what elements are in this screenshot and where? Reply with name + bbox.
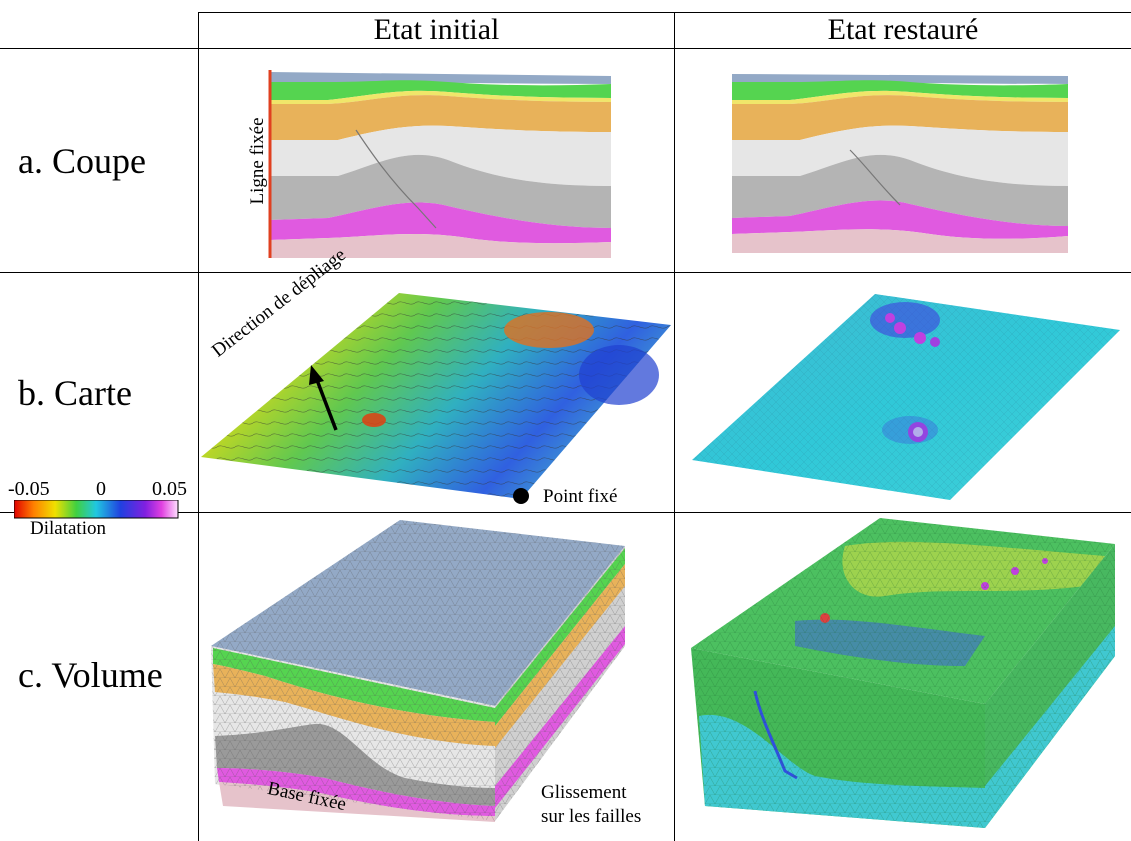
fault-slip-label-1: Glissement <box>541 782 627 803</box>
grid-line-row1 <box>0 272 1131 273</box>
fixed-point-label: Point fixé <box>543 486 618 507</box>
grid-line-header <box>0 48 1131 49</box>
colorbar-mid-label: 0 <box>96 478 106 500</box>
row-label-volume: c. Volume <box>18 655 163 695</box>
column-header-restored: Etat restauré <box>827 13 979 46</box>
row-label-carte: b. Carte <box>18 373 132 413</box>
grid-line-top <box>198 12 1131 13</box>
colorbar-title: Dilatation <box>30 518 106 539</box>
fixed-line-label: Ligne fixée <box>247 117 268 205</box>
volume-restored <box>691 518 1115 828</box>
fault-slip-label-2: sur les failles <box>541 806 642 827</box>
column-header-initial: Etat initial <box>373 13 500 46</box>
colorbar-max-label: 0.05 <box>152 478 187 500</box>
cross-section-initial <box>268 70 611 258</box>
colorbar-min-label: -0.05 <box>8 478 50 500</box>
grid-line-row2 <box>0 512 1131 513</box>
map-initial <box>201 293 671 504</box>
volume-initial <box>211 520 625 822</box>
cross-section-restored <box>732 74 1068 253</box>
colorbar <box>14 500 179 519</box>
row-label-coupe: a. Coupe <box>18 141 146 181</box>
grid-line-col2 <box>674 12 675 841</box>
grid-line-col1 <box>198 12 199 841</box>
map-restored <box>692 294 1120 500</box>
